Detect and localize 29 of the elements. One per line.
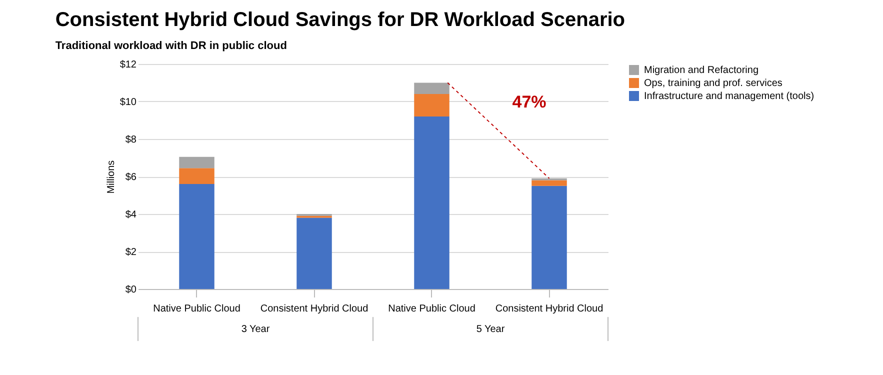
y-tick-label: $10 xyxy=(120,97,137,108)
bar xyxy=(414,94,450,116)
bar xyxy=(179,184,214,289)
chart-title: Consistent Hybrid Cloud Savings for DR Workload Scenario xyxy=(55,9,626,31)
bar xyxy=(296,218,332,289)
x-tick-label: Consistent Hybrid Cloud xyxy=(495,304,604,314)
x-tick-label: Consistent Hybrid Cloud xyxy=(260,304,368,314)
chart-subtitle: Traditional workload with DR in public cloud xyxy=(55,40,287,52)
text: 3 Year xyxy=(241,324,270,335)
y-tick-label: $4 xyxy=(125,210,137,220)
bar xyxy=(532,186,567,289)
bar xyxy=(414,116,450,289)
y-tick-label: $8 xyxy=(125,134,137,146)
y-tick-label: $12 xyxy=(120,60,137,70)
legend-label: Infrastructure and management (tools) xyxy=(644,91,814,102)
y-axis-title: Millions xyxy=(106,160,117,194)
legend-label: Ops, training and prof. services xyxy=(644,78,782,89)
x-tick-label: Native Public Cloud xyxy=(153,304,240,314)
x-tick-label: Native Public Cloud xyxy=(388,304,476,314)
y-tick-label: $0 xyxy=(125,284,137,296)
legend-label: Migration and Refactoring xyxy=(644,65,759,76)
bar xyxy=(179,168,214,184)
annotation: 47% xyxy=(512,92,546,112)
y-tick-label: $6 xyxy=(125,172,137,183)
bar xyxy=(179,156,214,168)
bar xyxy=(532,180,567,186)
text: 5 Year xyxy=(476,324,506,335)
y-tick-label: $2 xyxy=(125,247,137,258)
bar xyxy=(414,82,450,94)
